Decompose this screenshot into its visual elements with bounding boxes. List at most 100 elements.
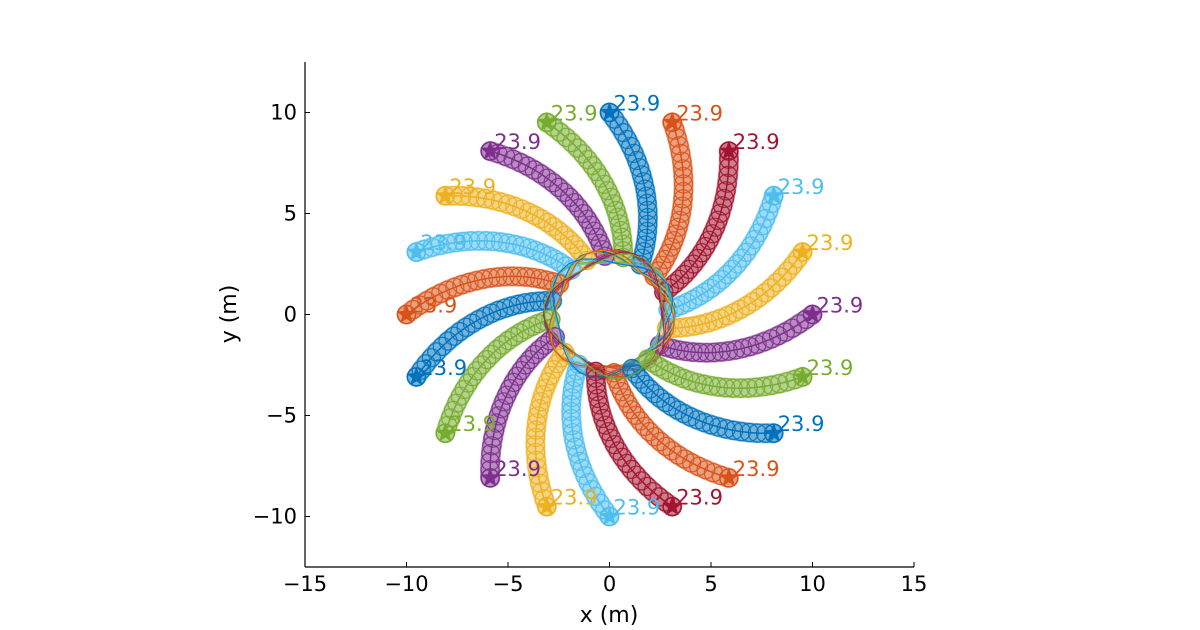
trajectory-line bbox=[570, 364, 611, 517]
trajectory-line bbox=[647, 358, 803, 389]
x-tick-label: 10 bbox=[799, 572, 826, 596]
trajectory-marker bbox=[727, 254, 747, 274]
trajectory-marker bbox=[530, 473, 550, 493]
axes: −15 −10 −5 0 5 10 15 10 5 0 −5 −10 bbox=[253, 62, 928, 596]
trajectory-marker bbox=[547, 354, 567, 374]
start-star bbox=[792, 366, 813, 386]
y-tick-label: −10 bbox=[253, 505, 297, 529]
trajectory-marker bbox=[633, 172, 654, 192]
trajectory-marker bbox=[737, 296, 757, 316]
trajectory-line bbox=[489, 150, 606, 257]
trajectory-marker bbox=[498, 233, 518, 253]
start-star bbox=[662, 496, 683, 516]
trajectory-marker bbox=[699, 230, 719, 250]
trajectory-marker bbox=[498, 194, 518, 214]
trajectory-marker bbox=[528, 466, 549, 486]
trajectory-marker bbox=[701, 376, 721, 396]
trajectory-marker bbox=[694, 374, 714, 394]
trajectory-marker bbox=[485, 420, 505, 441]
trajectory-marker bbox=[649, 357, 669, 377]
trajectory-marker bbox=[528, 406, 548, 426]
trajectory-marker bbox=[618, 394, 638, 414]
agent-label: 23.9 bbox=[420, 356, 467, 380]
trajectory-marker bbox=[637, 476, 657, 496]
start-star bbox=[406, 366, 427, 386]
trajectory-marker bbox=[490, 192, 510, 212]
start-star bbox=[536, 496, 557, 516]
trajectory-marker bbox=[481, 268, 501, 288]
trajectory-marker bbox=[438, 331, 458, 351]
trajectory-line bbox=[663, 151, 730, 293]
trajectory-line bbox=[666, 251, 804, 329]
trajectory-marker bbox=[588, 388, 608, 408]
start-star bbox=[406, 241, 427, 261]
trajectory-marker bbox=[635, 179, 655, 199]
trajectory-line bbox=[546, 121, 625, 258]
trajectory-marker bbox=[504, 327, 524, 347]
x-tick-label: −10 bbox=[384, 572, 428, 596]
trajectory-marker bbox=[714, 188, 735, 209]
trajectory-marker bbox=[631, 165, 652, 185]
trajectory-marker bbox=[594, 500, 615, 520]
start-star bbox=[763, 422, 784, 442]
x-tick-label: −5 bbox=[493, 572, 524, 596]
trajectory-marker bbox=[587, 382, 607, 402]
trajectory-marker bbox=[503, 372, 524, 392]
start-star bbox=[396, 304, 417, 323]
start-star bbox=[480, 467, 501, 487]
trajectory-marker bbox=[486, 413, 506, 433]
trajectory-marker bbox=[608, 441, 628, 461]
trajectory-marker bbox=[753, 376, 774, 397]
inner-path bbox=[550, 259, 673, 370]
y-ticks: 10 5 0 −5 −10 bbox=[253, 101, 310, 529]
trajectory-marker bbox=[421, 348, 441, 368]
trajectory-line bbox=[415, 300, 553, 378]
y-tick-label: 0 bbox=[284, 303, 297, 327]
trajectory-marker bbox=[717, 265, 737, 285]
agent-label: 23.9 bbox=[411, 294, 458, 318]
trajectory-marker bbox=[445, 232, 465, 253]
inner-path bbox=[543, 251, 666, 370]
trajectory-marker bbox=[491, 232, 511, 252]
y-tick-label: −5 bbox=[266, 404, 297, 428]
trajectory-marker bbox=[532, 481, 552, 501]
start-star bbox=[792, 241, 813, 261]
trajectory-marker bbox=[652, 255, 672, 275]
trajectory-marker bbox=[466, 271, 486, 291]
start-star bbox=[763, 185, 784, 205]
x-tick-label: 15 bbox=[901, 572, 928, 596]
trajectory-marker bbox=[669, 136, 689, 156]
trajectory-marker bbox=[631, 471, 652, 491]
trajectory-marker bbox=[668, 217, 688, 237]
trajectory-marker bbox=[559, 187, 580, 207]
trajectory-marker bbox=[512, 236, 532, 256]
trajectory-marker bbox=[635, 235, 656, 255]
trajectory-marker bbox=[581, 215, 601, 235]
agent-label: 23.9 bbox=[733, 457, 780, 481]
agent-label: 23.9 bbox=[494, 457, 541, 481]
trajectory-marker bbox=[717, 173, 737, 193]
trajectory-marker bbox=[687, 373, 707, 393]
trajectories-layer bbox=[396, 102, 823, 527]
trajectory-marker bbox=[606, 200, 626, 221]
trajectory-marker bbox=[668, 400, 688, 420]
trajectory-marker bbox=[645, 427, 665, 447]
trajectory-marker bbox=[767, 273, 787, 293]
trajectory-marker bbox=[638, 349, 658, 369]
y-tick-label: 5 bbox=[284, 202, 297, 226]
trajectory-line bbox=[659, 313, 813, 354]
trajectory-marker bbox=[591, 168, 611, 188]
trajectory-marker bbox=[411, 360, 431, 380]
trajectory-line bbox=[608, 112, 649, 265]
trajectory-marker bbox=[671, 203, 691, 223]
trajectory-marker bbox=[531, 209, 551, 229]
trajectory-line bbox=[445, 194, 588, 261]
trajectory-marker bbox=[733, 338, 753, 358]
trajectory-marker bbox=[747, 334, 767, 354]
agent-label: 23.9 bbox=[614, 496, 661, 520]
trajectory-marker bbox=[725, 340, 746, 360]
trajectory-marker bbox=[761, 375, 781, 395]
trajectory-marker bbox=[670, 143, 691, 163]
trajectory-marker bbox=[697, 313, 717, 333]
trajectory-marker bbox=[626, 405, 646, 425]
